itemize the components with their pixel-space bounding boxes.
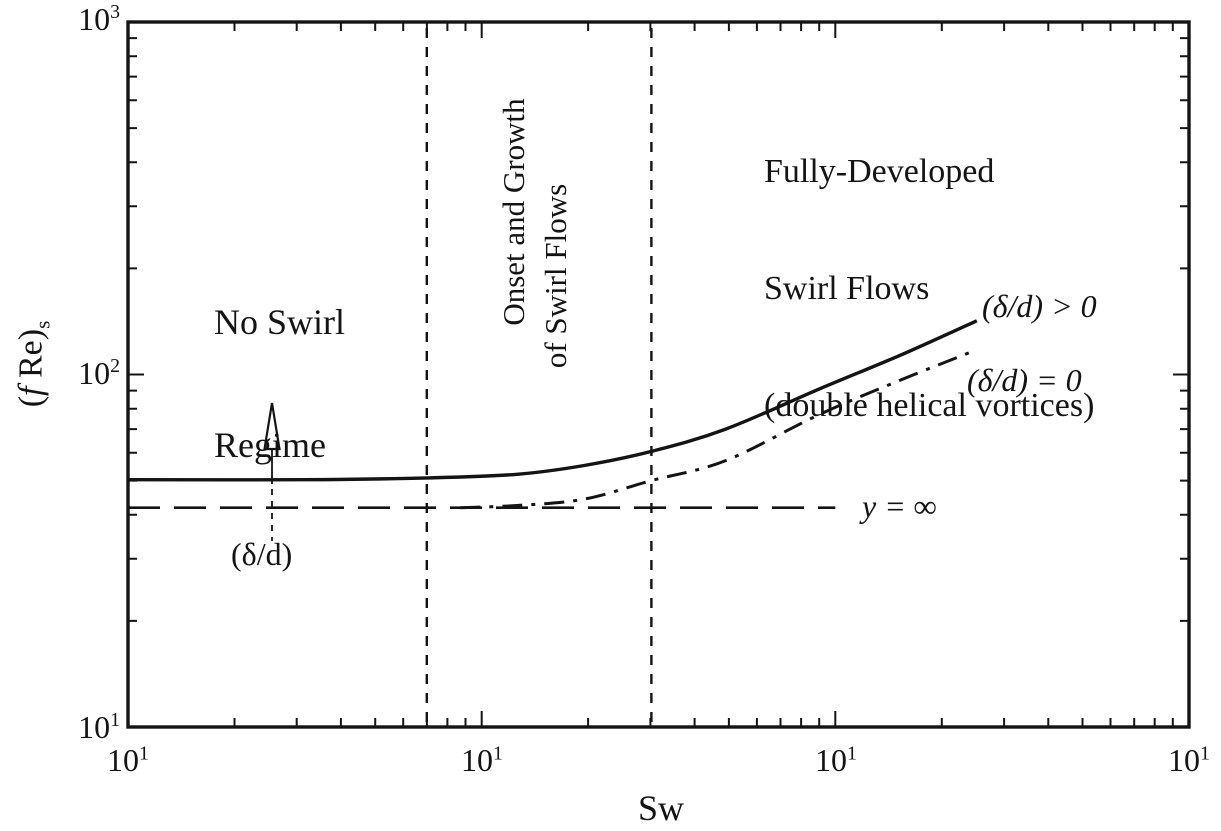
fully-developed-line1: Fully-Developed (764, 153, 995, 190)
curve-delta-gt-0 (127, 319, 978, 482)
x-tick-3: 101 (815, 742, 857, 778)
delta-arrow (263, 402, 281, 541)
y-tick-1000: 103 (78, 0, 120, 37)
fully-developed-line3: (double helical vortices) (764, 387, 1095, 424)
x-axis-title: Sw (637, 788, 685, 828)
y-tick-100: 102 (78, 354, 120, 391)
curve-label-y-infinity: y = ∞ (862, 488, 937, 524)
region-label-onset-line2: of Swirl Flows (538, 183, 574, 369)
no-swirl-line1: No Swirl (214, 302, 346, 342)
curve-delta-eq-0 (460, 350, 973, 510)
x-tick-1: 101 (107, 742, 149, 778)
y-tick-10: 101 (78, 708, 120, 745)
region-label-fully-developed: Fully-Developed Swirl Flows (double heli… (764, 74, 1094, 503)
x-tick-4: 101 (1168, 742, 1210, 778)
curve-label-delta-zero: (δ/d) = 0 (967, 362, 1082, 398)
delta-arrow-text: (δ/d) (231, 536, 293, 572)
axis-ticks (127, 21, 1190, 728)
no-swirl-line2: Regime (214, 425, 326, 465)
y-axis-title: (f Re)s (12, 320, 55, 408)
region-label-onset-line1: Onset and Growth (496, 98, 532, 326)
x-tick-2: 101 (461, 742, 503, 778)
fully-developed-line2: Swirl Flows (764, 270, 930, 307)
region-label-no-swirl: No Swirl Regime (214, 220, 345, 548)
curve-label-delta-positive: (δ/d) > 0 (982, 288, 1097, 324)
